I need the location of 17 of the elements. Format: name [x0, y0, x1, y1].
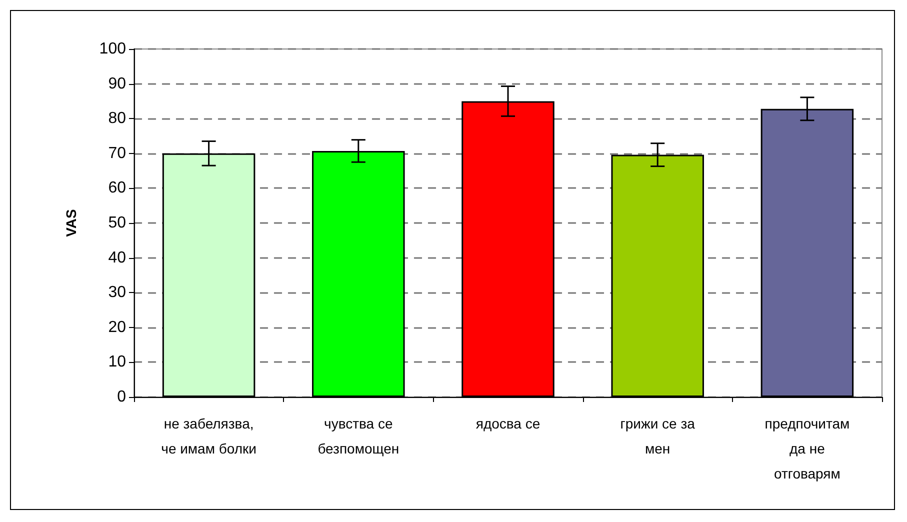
- y-tick-label: 100: [99, 40, 126, 58]
- y-tick-label: 80: [108, 110, 126, 128]
- y-tick-label: 50: [108, 214, 126, 232]
- y-tick-label: 60: [108, 180, 126, 197]
- y-tick-label: 90: [108, 75, 126, 92]
- y-tick-label: 10: [108, 354, 126, 371]
- x-tick-label: не забелязва, че имам болки: [161, 416, 256, 456]
- x-tick-label: чувства се безпомощен: [318, 416, 400, 456]
- y-tick-label: 20: [108, 318, 126, 336]
- y-tick-label: 30: [108, 284, 126, 302]
- y-tick-label: 40: [108, 249, 126, 266]
- x-tick-label: предпочитам да не отговарям: [764, 416, 850, 482]
- y-tick-label: 70: [108, 144, 126, 162]
- y-axis-title: VAS: [63, 209, 79, 237]
- y-tick-label: 0: [117, 388, 126, 406]
- x-tick-label: грижи се за мен: [620, 416, 696, 456]
- x-tick-label: ядосва се: [476, 416, 540, 432]
